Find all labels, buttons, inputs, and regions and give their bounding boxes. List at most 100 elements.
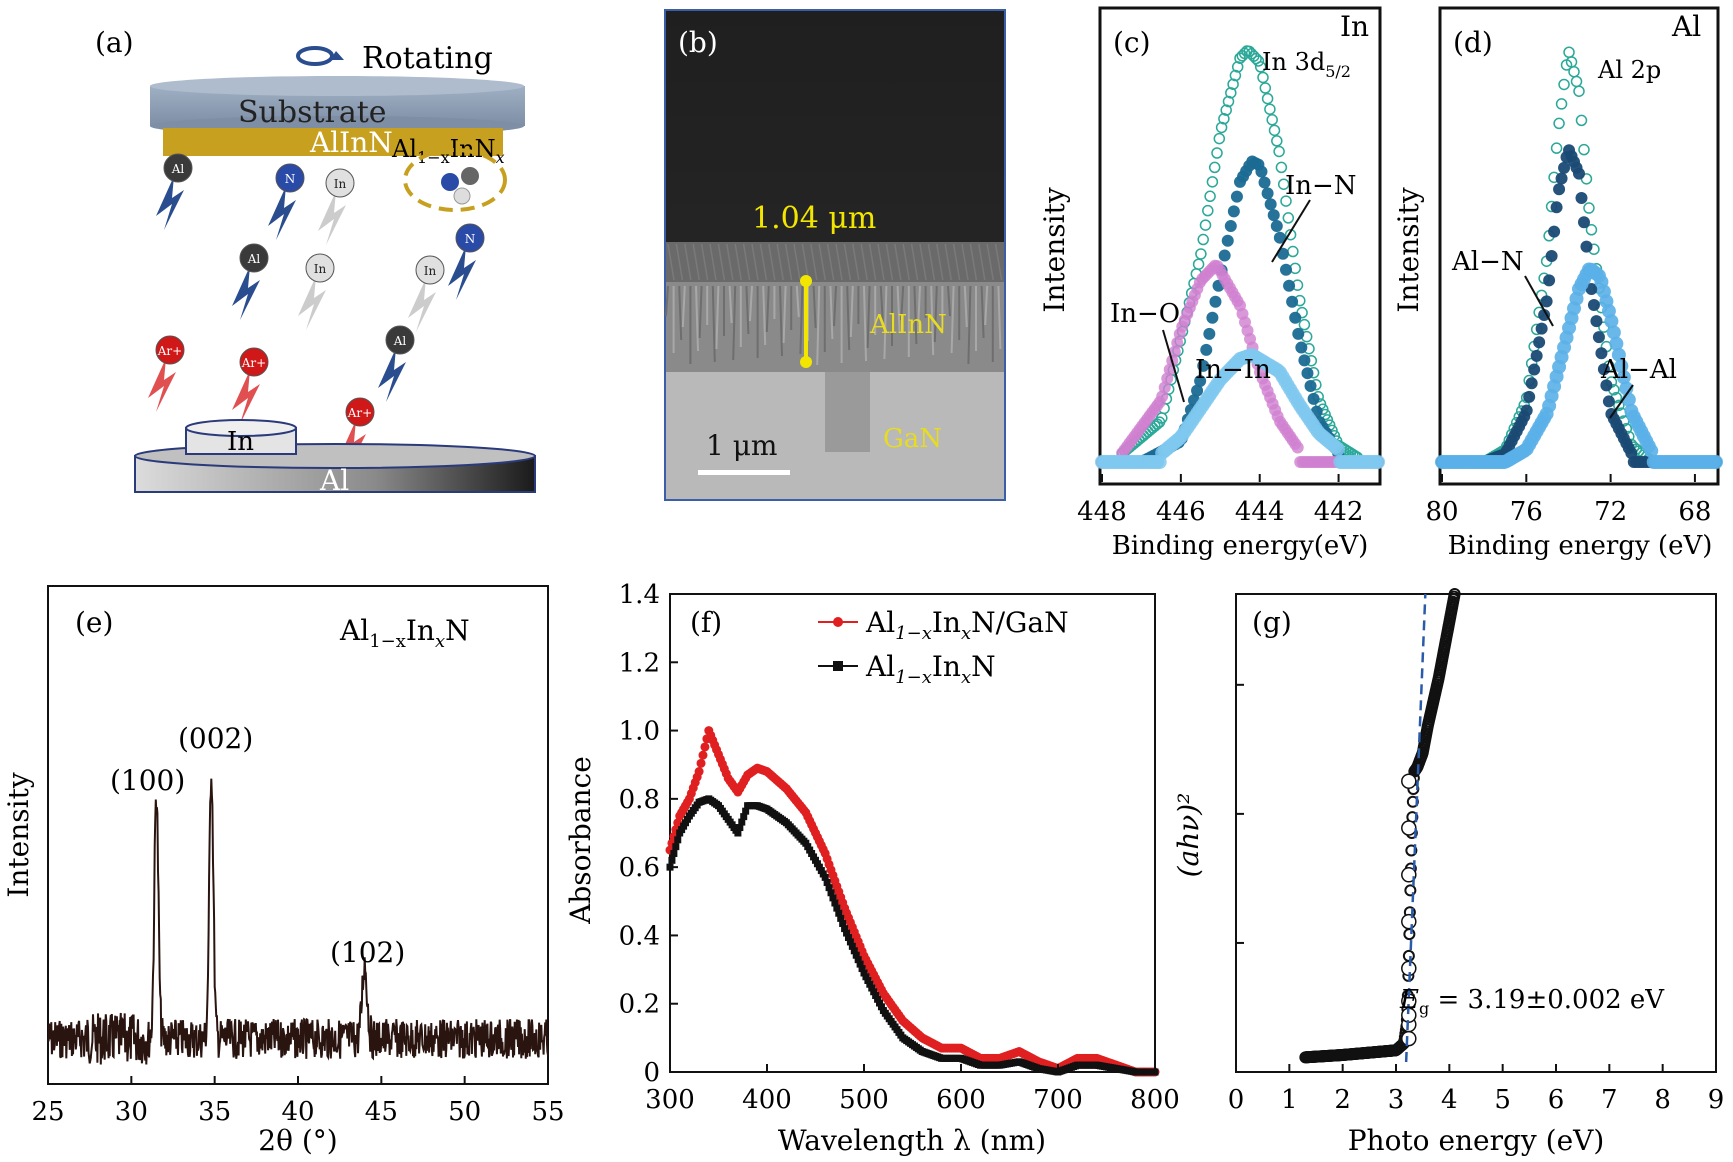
atom-tail: [378, 348, 406, 402]
tick-label: 1.2: [619, 648, 660, 678]
sem-grain: [978, 243, 986, 281]
panel-d-xlabel: Binding energy (eV): [1448, 531, 1713, 561]
panel-f-label: (f): [690, 606, 722, 639]
peak-marker: [1545, 250, 1558, 262]
tick-label: 500: [839, 1085, 889, 1115]
atom-label: N: [285, 172, 296, 186]
panel-c-xlabel: Binding energy(eV): [1112, 531, 1369, 561]
atom-label: Al: [171, 162, 185, 176]
sem-grain: [826, 243, 835, 281]
panel-e-plot: [47, 778, 549, 1065]
panel-d-ylabel: Intensity: [1392, 187, 1425, 313]
peak-marker: [1277, 178, 1290, 190]
ann-in-n-arrow: [1271, 199, 1311, 263]
peak-marker: [1257, 71, 1269, 84]
legend-label-1: Al1−xInxN/GaN: [865, 606, 1069, 644]
sem-grain: [913, 285, 918, 345]
peak-marker: [1583, 202, 1595, 214]
peak-marker: [1606, 325, 1621, 340]
peak-marker: [1525, 377, 1538, 390]
panel-d-plot: [1435, 46, 1723, 469]
sem-grain: [818, 243, 826, 281]
peak-marker: [1587, 299, 1600, 312]
peak-marker: [1709, 455, 1723, 469]
atom-tail: [408, 278, 436, 332]
peak-marker: [1600, 379, 1613, 392]
peak-marker: [1520, 404, 1533, 417]
data-point: [1404, 884, 1417, 897]
panel-g-frame: [1235, 593, 1717, 1073]
peak-marker: [1619, 381, 1634, 396]
atom: [305, 253, 335, 283]
peak-marker: [1280, 263, 1292, 276]
peak-marker: [1264, 103, 1276, 115]
peak-marker: [1206, 176, 1219, 188]
peak-marker: [1555, 98, 1568, 110]
cluster-atom-n: [441, 173, 459, 191]
peak-marker: [1573, 85, 1585, 97]
data-point: [1401, 820, 1417, 836]
thickness-marker-top: [800, 275, 812, 287]
sem-grain: [833, 285, 837, 327]
peak-marker: [1558, 78, 1570, 91]
peak-marker: [1573, 167, 1585, 180]
ann-al-al-arrow: [1609, 384, 1634, 419]
panel-f-frame: [669, 593, 1156, 1073]
xrd-trace: [47, 778, 549, 1065]
tick-label: 4: [1441, 1085, 1458, 1115]
peak-marker: [1577, 216, 1590, 229]
sem-grain: [765, 285, 770, 333]
sem-grain: [902, 243, 910, 281]
peak-marker: [1371, 455, 1385, 469]
sem-grain: [751, 243, 759, 281]
tick-label: 700: [1033, 1085, 1083, 1115]
panel-e-label: (e): [75, 606, 113, 639]
sem-grain: [734, 243, 742, 281]
panel-c-plot: [1095, 45, 1385, 469]
tick-label: 80: [1425, 497, 1458, 527]
sem-grain: [849, 285, 854, 338]
sem-grain: [910, 243, 919, 281]
peak-marker: [1292, 327, 1305, 340]
sem-grain: [749, 285, 753, 322]
peak-marker: [1609, 336, 1624, 351]
peak-marker: [1548, 225, 1561, 238]
sem-grain: [829, 285, 834, 340]
sem-grain: [961, 243, 969, 281]
panel-c-label: (c): [1113, 26, 1151, 59]
peak-marker: [1575, 191, 1588, 204]
sem-grain: [852, 243, 860, 281]
tick-label: 2: [1334, 1085, 1351, 1115]
data-point: [1401, 867, 1417, 883]
data-point: [1401, 913, 1417, 930]
peak-marker: [1230, 190, 1243, 203]
peak-marker: [1200, 343, 1213, 356]
ann-in-o: In−O: [1110, 299, 1180, 329]
sem-grain: [695, 285, 699, 352]
atom: [345, 397, 375, 427]
panel-c: (c) In In 3d5/2 In−N In−O In−In Intensit…: [1038, 6, 1385, 561]
peak-marker: [1304, 380, 1317, 393]
atom-tail: [148, 358, 176, 412]
peak-marker: [1204, 190, 1216, 203]
tick-label: 800: [1130, 1085, 1180, 1115]
panel-b-label: (b): [678, 26, 718, 59]
peak-marker: [1644, 443, 1659, 458]
sem-grain: [715, 285, 720, 350]
atom-label: Ar+: [157, 344, 182, 358]
panel-a: (a) Rotating Substrate AlInN Al1−xInNx A…: [95, 26, 536, 497]
panel-c-element: In: [1340, 10, 1369, 43]
peak-100-label: (100): [110, 764, 185, 797]
legend-label-2: Al1−xInxN: [865, 650, 996, 688]
panel-f-plot: [665, 726, 1160, 1077]
panel-a-label: (a): [95, 26, 134, 59]
peak-marker: [1266, 114, 1278, 126]
peak-marker: [1270, 220, 1283, 233]
sem-grain: [969, 243, 978, 281]
tick-label: 3: [1388, 1085, 1405, 1115]
peak-marker: [1597, 363, 1610, 376]
sem-grain: [997, 285, 1002, 350]
sem-grain: [868, 243, 877, 281]
sem-grain: [883, 285, 888, 360]
film-label: AlInN: [309, 126, 393, 159]
